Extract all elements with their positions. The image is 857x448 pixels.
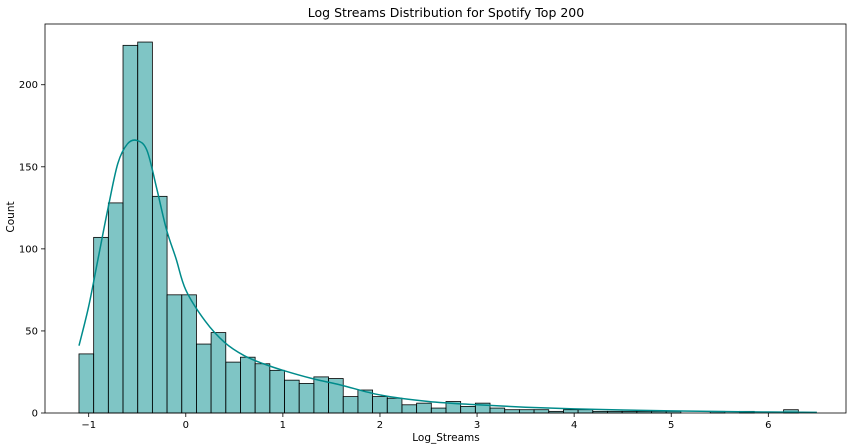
- histogram-bar: [386, 397, 403, 414]
- y-tick-label: 100: [19, 244, 38, 255]
- histogram-bar: [269, 369, 285, 414]
- histogram-bar: [254, 363, 271, 414]
- bars-group: [78, 41, 799, 414]
- x-tick-label: 5: [668, 420, 674, 431]
- histogram-bar: [284, 379, 300, 414]
- y-tick-label: 200: [19, 80, 38, 91]
- y-tick-label: 50: [25, 326, 38, 337]
- histogram-bar: [563, 409, 579, 414]
- histogram-bar: [240, 356, 256, 414]
- histogram-bar: [504, 409, 520, 414]
- histogram-bar: [342, 396, 359, 414]
- histogram-bar: [196, 343, 212, 414]
- histogram-bar: [78, 353, 95, 414]
- x-tick-label: −1: [81, 420, 96, 431]
- histogram-bar: [210, 332, 227, 414]
- histogram-bar: [489, 407, 506, 414]
- kde-curve: [78, 139, 817, 414]
- histogram-bar: [225, 361, 241, 414]
- x-axis: −1 0 1 2 3 4 5 6: [81, 413, 772, 431]
- x-tick-label: 6: [765, 420, 771, 431]
- x-axis-label: Log_Streams: [412, 432, 479, 444]
- x-tick-label: 3: [474, 420, 480, 431]
- histogram-bar: [533, 409, 550, 414]
- histogram-bar: [93, 236, 109, 414]
- histogram-bar: [151, 195, 168, 414]
- y-axis-label: Count: [5, 201, 17, 232]
- histogram-bar: [181, 294, 197, 414]
- x-tick-label: 4: [571, 420, 577, 431]
- x-tick-label: 0: [183, 420, 189, 431]
- histogram-bar: [518, 409, 535, 414]
- x-tick-label: 1: [280, 420, 286, 431]
- histogram-bar: [430, 407, 447, 414]
- histogram-bar: [107, 202, 124, 414]
- plot-frame: [44, 23, 847, 414]
- y-tick-label: 150: [19, 162, 38, 173]
- chart-title: Log Streams Distribution for Spotify Top…: [308, 5, 584, 20]
- histogram-bar: [416, 402, 432, 414]
- histogram-bar: [298, 383, 315, 414]
- histogram-bar: [577, 409, 594, 414]
- y-tick-label: 0: [32, 409, 38, 420]
- histogram-bar: [166, 294, 183, 414]
- histogram-bar: [372, 396, 388, 414]
- x-tick-label: 2: [377, 420, 383, 431]
- histogram-bar: [137, 41, 153, 414]
- histogram-bar: [460, 406, 476, 414]
- histogram-bar: [122, 44, 139, 414]
- histogram-bar: [401, 404, 418, 414]
- y-axis: 0 50 100 150 200: [19, 80, 45, 420]
